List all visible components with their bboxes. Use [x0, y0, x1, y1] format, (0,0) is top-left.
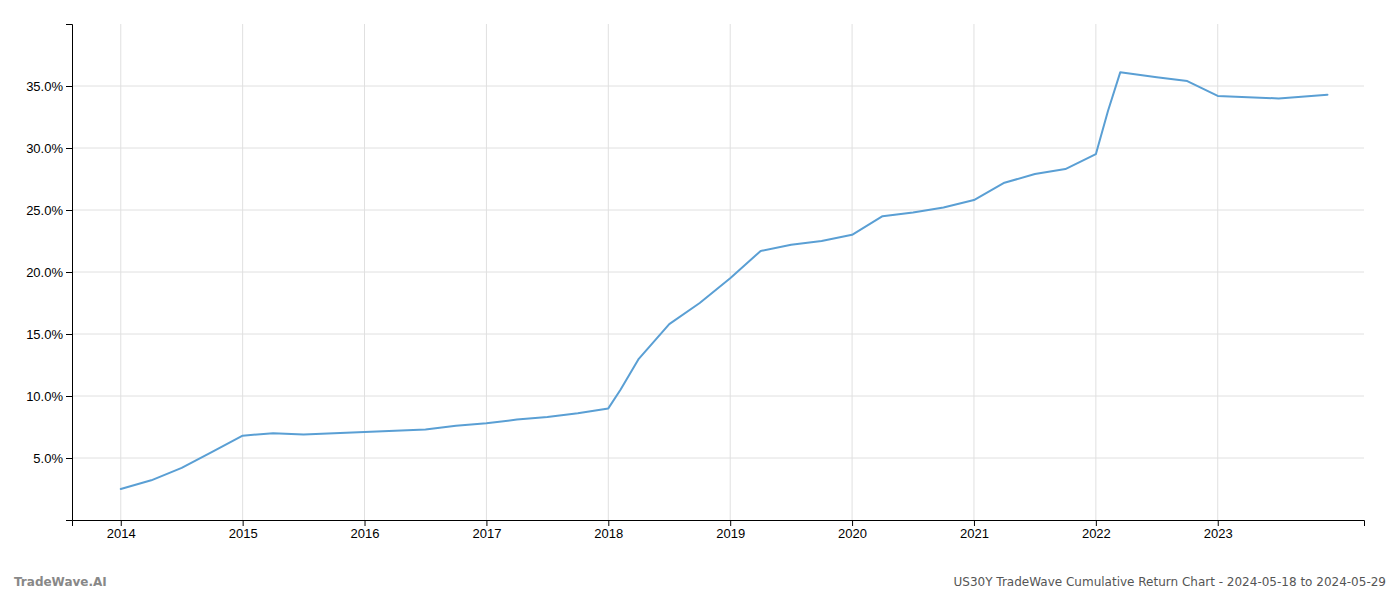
tick-mark — [66, 272, 72, 273]
tick-mark — [243, 520, 244, 526]
tick: 35.0% — [26, 79, 72, 94]
tick-mark — [486, 520, 487, 526]
tick: 2015 — [229, 520, 258, 541]
tick-label: 5.0% — [33, 451, 63, 466]
tick: 2016 — [351, 520, 380, 541]
tick-mark — [365, 520, 366, 526]
tick: 30.0% — [26, 141, 72, 156]
tick-mark — [66, 210, 72, 211]
tick-label: 2015 — [229, 526, 258, 541]
tick-label: 20.0% — [26, 265, 63, 280]
tick-label: 15.0% — [26, 327, 63, 342]
grid-line-y — [72, 86, 1364, 87]
tick-label: 30.0% — [26, 141, 63, 156]
tick-mark — [852, 520, 853, 526]
tick-label: 2017 — [472, 526, 501, 541]
axis-line — [73, 521, 1365, 527]
grid — [72, 24, 1364, 520]
tick-mark — [66, 334, 72, 335]
tick-mark — [1218, 520, 1219, 526]
axis-line — [66, 25, 73, 521]
plot: 2014 2015 2016 2017 2018 2019 2020 2021 2022 2023… — [26, 24, 1364, 541]
tick: 20.0% — [26, 265, 72, 280]
tick: 2014 — [107, 520, 136, 541]
tick-label: 2018 — [594, 526, 623, 541]
tick: 2020 — [838, 520, 867, 541]
tick: 10.0% — [26, 389, 72, 404]
tick-label: 2023 — [1204, 526, 1233, 541]
tick-mark — [66, 148, 72, 149]
tick-mark — [66, 458, 72, 459]
grid-line-y — [72, 458, 1364, 459]
tick-label: 2019 — [716, 526, 745, 541]
tick-mark — [608, 520, 609, 526]
marks — [121, 72, 1328, 489]
tick: 25.0% — [26, 203, 72, 218]
tick: 2022 — [1082, 520, 1111, 541]
tick-label: 25.0% — [26, 203, 63, 218]
tick-label: 2020 — [838, 526, 867, 541]
grid-line-y — [72, 272, 1364, 273]
tick: 2018 — [594, 520, 623, 541]
tick-label: 35.0% — [26, 79, 63, 94]
tick-mark — [974, 520, 975, 526]
tick-label: 2022 — [1082, 526, 1111, 541]
grid-line-y — [72, 148, 1364, 149]
tick-mark — [66, 86, 72, 87]
tick: 2019 — [716, 520, 745, 541]
footer-right: US30Y TradeWave Cumulative Return Chart … — [954, 575, 1386, 589]
y-axis: 5.0% 10.0% 15.0% 20.0% 25.0% 30.0% 35.0% — [26, 25, 72, 521]
tick: 2017 — [472, 520, 501, 541]
tick: 2021 — [960, 520, 989, 541]
tick-label: 2021 — [960, 526, 989, 541]
tick-mark — [730, 520, 731, 526]
chart: 2014 2015 2016 2017 2018 2019 2020 2021 2022 2023… — [0, 0, 1400, 600]
grid-line-y — [72, 334, 1364, 335]
grid-line-y — [72, 210, 1364, 211]
tick: 2023 — [1204, 520, 1233, 541]
tick-mark — [121, 520, 122, 526]
footer-left: TradeWave.AI — [14, 575, 107, 589]
tick: 5.0% — [33, 451, 72, 466]
tick-label: 10.0% — [26, 389, 63, 404]
tick-label: 2016 — [351, 526, 380, 541]
grid-line-y — [72, 396, 1364, 397]
line — [121, 72, 1328, 489]
tick-mark — [66, 396, 72, 397]
x-axis: 2014 2015 2016 2017 2018 2019 2020 2021 2022 2023 — [73, 520, 1365, 541]
tick-mark — [1096, 520, 1097, 526]
tick-label: 2014 — [107, 526, 136, 541]
tick: 15.0% — [26, 327, 72, 342]
